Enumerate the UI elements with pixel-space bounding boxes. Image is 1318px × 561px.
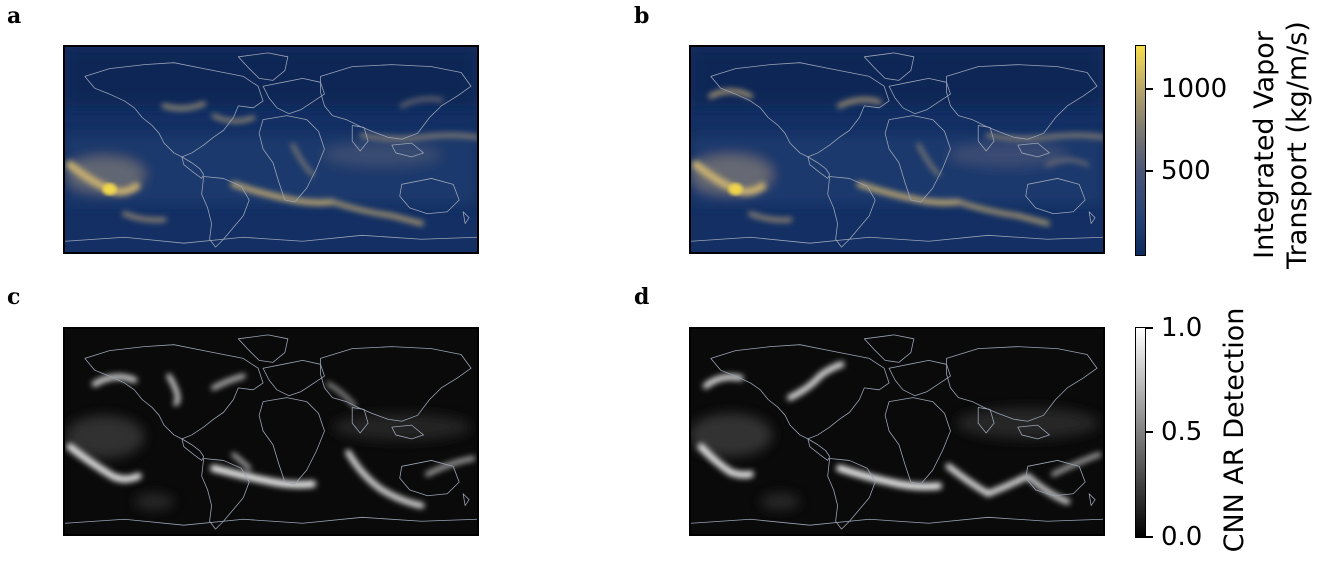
panel-label-a: a — [7, 3, 22, 29]
ivt-map-a — [63, 45, 479, 254]
ivt-colorbar-title-line2: Transport (kg/m/s) — [1282, 21, 1313, 269]
cnn-tick-label-1: 1.0 — [1161, 313, 1203, 343]
panel-label-c: c — [7, 284, 21, 310]
cnn-map-c — [63, 327, 479, 536]
cnn-tick-0 — [1145, 536, 1153, 538]
ivt-tick-1000 — [1145, 88, 1153, 90]
cnn-tick-1 — [1145, 327, 1153, 329]
ivt-tick-500 — [1145, 170, 1153, 172]
cnn-tick-label-0: 0.0 — [1161, 522, 1203, 552]
ivt-map-b — [689, 45, 1105, 254]
cnn-tick-05 — [1145, 431, 1153, 433]
ivt-colorbar-title-line1: Integrated Vapor — [1249, 31, 1280, 259]
panel-label-d: d — [634, 284, 650, 310]
cnn-map-d — [689, 327, 1105, 536]
cnn-tick-label-05: 0.5 — [1161, 417, 1203, 447]
panel-label-b: b — [634, 3, 650, 29]
ivt-colorbar — [1135, 45, 1146, 256]
ivt-tick-label-500: 500 — [1161, 156, 1211, 186]
cnn-colorbar-title: CNN AR Detection — [1219, 307, 1250, 553]
ivt-tick-label-1000: 1000 — [1161, 74, 1228, 104]
